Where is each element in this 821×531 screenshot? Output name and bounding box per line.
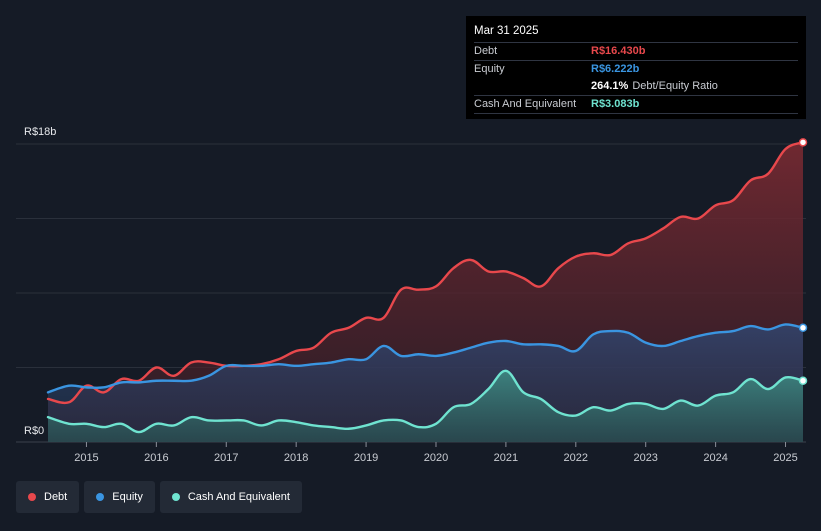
x-tick-label: 2024 xyxy=(703,452,727,464)
tooltip-value-ratio: 264.1% xyxy=(591,80,629,92)
tooltip-row-debt: Debt R$16.430b xyxy=(474,42,798,60)
end-marker-cash xyxy=(798,376,808,385)
legend-label-equity: Equity xyxy=(112,491,143,503)
x-tick-label: 2023 xyxy=(633,452,657,464)
legend-dot-cash xyxy=(171,493,180,501)
tooltip-label-cash: Cash And Equivalent xyxy=(474,98,577,110)
end-marker-debt xyxy=(798,138,808,147)
tooltip-value-equity: R$6.222b xyxy=(591,63,640,75)
x-tick-label: 2017 xyxy=(214,452,238,464)
x-tick-label: 2022 xyxy=(564,452,588,464)
tooltip-value-cash: R$3.083b xyxy=(591,98,640,110)
tooltip-label-equity: Equity xyxy=(474,63,505,75)
tooltip-divider xyxy=(474,113,798,114)
x-tick-label: 2016 xyxy=(144,452,168,464)
axes: R$18b R$0 2015 2016 2017 2018 2019 2020 2021 2022… xyxy=(24,126,798,464)
line-cash xyxy=(46,369,805,434)
tooltip-value-debt: R$16.430b xyxy=(591,45,646,57)
legend-item-debt[interactable]: Debt xyxy=(16,481,80,513)
tooltip-row-ratio: 264.1% Debt/Equity Ratio xyxy=(474,78,798,95)
legend-dot-debt xyxy=(28,493,36,501)
legend-label-debt: Debt xyxy=(44,491,68,503)
tooltip-row-cash: Cash And Equivalent R$3.083b xyxy=(474,95,798,113)
tooltip-panel: Mar 31 2025 Debt R$16.430b Equity R$6.22… xyxy=(466,16,806,119)
line-equity xyxy=(46,323,805,394)
legend-label-cash: Cash And Equivalent xyxy=(187,491,290,503)
series-areas xyxy=(48,142,803,442)
line-debt xyxy=(46,141,805,405)
x-tick-label: 2019 xyxy=(354,452,378,464)
legend-item-equity[interactable]: Equity xyxy=(84,481,155,513)
series-lines xyxy=(46,141,805,434)
y-tick-label-max: R$18b xyxy=(24,126,56,138)
end-markers xyxy=(798,138,808,385)
tooltip-label-debt: Debt xyxy=(474,45,498,57)
end-marker-equity xyxy=(798,323,808,333)
area-cash xyxy=(48,370,803,442)
x-tick-label: 2021 xyxy=(494,452,518,464)
x-tick-label: 2025 xyxy=(773,452,797,464)
x-tick-label: 2018 xyxy=(284,452,308,464)
y-tick-label-min: R$0 xyxy=(24,425,44,437)
tooltip-date: Mar 31 2025 xyxy=(474,25,539,37)
legend-dot-equity xyxy=(96,493,105,501)
x-tick-label: 2015 xyxy=(74,452,98,464)
legend-item-cash[interactable]: Cash And Equivalent xyxy=(159,481,302,513)
tooltip-row-equity: Equity R$6.222b xyxy=(474,60,798,78)
chart-legend: Debt Equity Cash And Equivalent xyxy=(16,481,302,515)
tooltip-ratio-suffix: Debt/Equity Ratio xyxy=(632,80,718,92)
x-tick-label: 2020 xyxy=(424,452,448,464)
